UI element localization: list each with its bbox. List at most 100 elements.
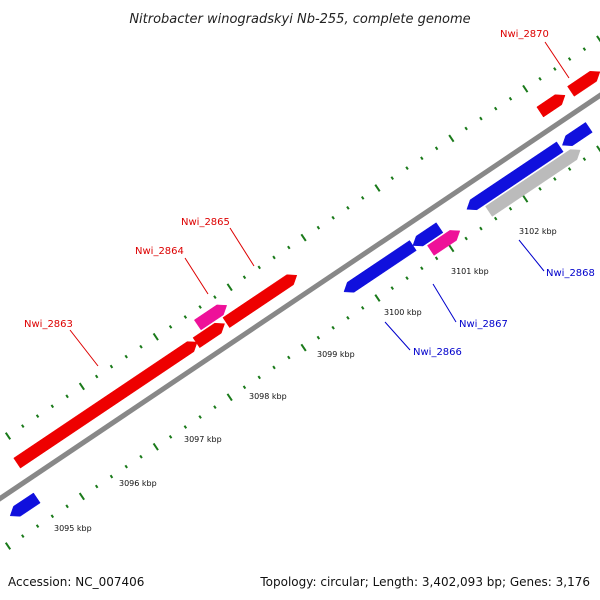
gene-arrow[interactable]	[427, 230, 461, 256]
gene-label-line	[69, 329, 99, 367]
tick-inner	[35, 524, 40, 529]
gene-label[interactable]: Nwi_2863	[24, 319, 73, 330]
gene-arrow[interactable]	[9, 492, 41, 517]
tick-outer	[420, 156, 424, 161]
tick-outer	[124, 354, 128, 359]
tick-inner	[226, 393, 233, 402]
gene-arrow[interactable]	[222, 274, 298, 328]
gene-label-line	[384, 321, 411, 351]
tick-outer	[272, 255, 276, 260]
tick-inner	[257, 375, 261, 380]
tick-outer	[596, 35, 600, 43]
tick-outer	[374, 184, 381, 192]
tick-label: 3095 kbp	[54, 524, 92, 533]
tick-outer	[50, 404, 55, 409]
tick-inner	[522, 194, 529, 203]
tick-outer	[522, 84, 529, 93]
tick-inner	[50, 514, 55, 519]
genome-backbone	[0, 92, 600, 502]
map-title: Nitrobacter winogradskyi Nb-255, complet…	[129, 12, 470, 27]
tick-label: 3100 kbp	[384, 308, 422, 317]
gene-label-line	[229, 227, 255, 267]
tick-inner	[553, 177, 557, 181]
tick-outer	[300, 233, 307, 242]
gene-arrow[interactable]	[412, 222, 444, 247]
tick-outer	[567, 57, 572, 61]
tick-inner	[124, 464, 128, 469]
gene-arrow[interactable]	[13, 341, 198, 469]
tick-inner	[242, 385, 247, 390]
tick-outer	[139, 344, 143, 349]
genes	[9, 71, 600, 517]
tick-outer	[434, 146, 439, 151]
tick-inner	[448, 244, 455, 253]
tick-inner	[213, 405, 217, 410]
tick-inner	[4, 542, 12, 550]
tick-label: 3099 kbp	[317, 350, 355, 359]
tick-outer	[78, 382, 85, 391]
gene-label-line	[432, 283, 457, 323]
gene-arrow[interactable]	[466, 141, 564, 211]
gene-arrow[interactable]	[567, 71, 600, 97]
tick-outer	[94, 374, 99, 379]
tick-outer	[538, 76, 542, 81]
gene-label[interactable]: Nwi_2866	[413, 347, 462, 358]
tick-inner	[316, 335, 321, 340]
tick-inner	[331, 325, 335, 330]
tick-outer	[65, 394, 69, 399]
gene-label-lines	[69, 41, 570, 367]
tick-inner	[405, 276, 409, 281]
accession-text: Accession: NC_007406	[8, 575, 144, 589]
tick-inner	[508, 206, 513, 211]
tick-inner	[390, 286, 394, 290]
tick-outer	[152, 332, 159, 341]
tick-label: 3101 kbp	[451, 267, 489, 276]
tick-inner	[287, 355, 291, 360]
tick-label: 3098 kbp	[249, 392, 287, 401]
tick-inner	[272, 365, 276, 370]
gene-labels: Nwi_2863 Nwi_2864 Nwi_2865 Nwi_2866 Nwi_2867…	[24, 29, 595, 358]
tick-inner	[493, 216, 498, 221]
gene-label[interactable]: Nwi_2868	[546, 268, 595, 279]
tick-outer	[316, 225, 321, 230]
tick-outer	[360, 196, 365, 200]
ticks-inner	[4, 145, 600, 550]
tick-inner	[360, 306, 365, 310]
tick-outer	[331, 215, 335, 220]
tick-inner	[346, 315, 350, 320]
tick-outer	[448, 134, 455, 143]
tick-outer	[582, 47, 587, 52]
tick-inner	[420, 266, 424, 271]
gene-label[interactable]: Nwi_2870	[500, 29, 549, 40]
tick-inner	[596, 145, 600, 153]
tick-labels: 3095 kbp 3096 kbp 3097 kbp 3098 kbp 3099 kbp…	[54, 227, 557, 533]
tick-label: 3096 kbp	[119, 479, 157, 488]
ticks-outer	[4, 35, 600, 440]
gene-arrow[interactable]	[536, 94, 566, 118]
tick-outer	[35, 414, 40, 419]
gene-label-line	[518, 239, 545, 272]
tick-inner	[65, 504, 69, 509]
tick-outer	[4, 432, 12, 440]
tick-outer	[390, 176, 394, 180]
gene-arrow[interactable]	[562, 122, 593, 146]
tick-inner	[300, 343, 307, 352]
tick-outer	[198, 305, 202, 309]
gene-label[interactable]: Nwi_2864	[135, 246, 184, 257]
tick-inner	[168, 434, 173, 439]
tick-outer	[464, 126, 468, 131]
tick-label: 3097 kbp	[184, 435, 222, 444]
tick-inner	[78, 492, 85, 501]
tick-inner	[109, 474, 114, 479]
gene-arrow[interactable]	[192, 322, 225, 349]
tick-outer	[109, 364, 114, 369]
gene-label[interactable]: Nwi_2867	[459, 319, 508, 330]
gene-label-line	[184, 257, 209, 295]
gene-arrow[interactable]	[193, 304, 228, 331]
gene-arrow[interactable]	[485, 149, 581, 217]
gene-label[interactable]: Nwi_2865	[181, 217, 230, 228]
tick-inner	[538, 186, 542, 191]
tick-outer	[405, 166, 409, 171]
gene-arrow[interactable]	[343, 240, 417, 293]
